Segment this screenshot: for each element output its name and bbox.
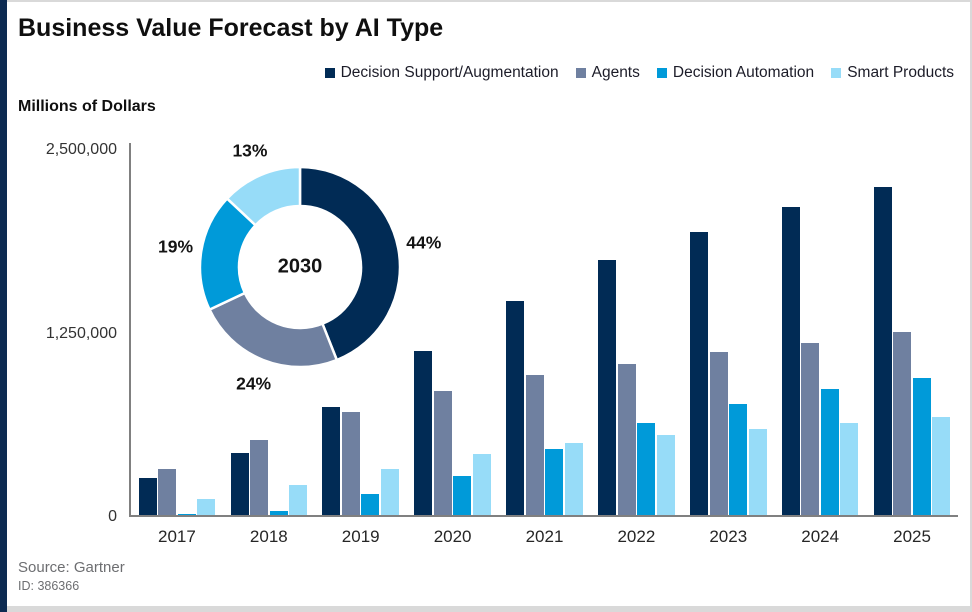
bar-2023-series-2 (709, 352, 728, 515)
bar-2024-series-2 (801, 342, 820, 515)
y-axis-title: Millions of Dollars (18, 98, 156, 115)
bar-2024-series-1 (781, 207, 800, 515)
donut-pct-label-1: 44% (406, 232, 442, 253)
donut-center-label: 2030 (277, 255, 323, 278)
bar-2025-series-1 (873, 186, 892, 515)
bar-2024-series-3 (820, 388, 839, 515)
bar-2018-series-3 (269, 511, 288, 515)
bar-2018-series-2 (250, 440, 269, 515)
y-tick-label: 2,500,000 (45, 141, 117, 158)
bar-2022-series-1 (598, 259, 617, 515)
bar-2021-series-2 (525, 374, 544, 515)
x-tick-label-2019: 2019 (341, 527, 380, 546)
bar-2023-series-3 (729, 404, 748, 515)
donut-pct-label-2: 24% (236, 373, 272, 394)
legend-label: Smart Products (847, 64, 954, 81)
x-tick-label-2017: 2017 (158, 527, 196, 546)
x-tick-label-2018: 2018 (249, 527, 288, 546)
x-tick-label-2023: 2023 (709, 527, 748, 546)
legend-item-3: Decision Automation (656, 64, 815, 82)
bar-2019-series-2 (341, 412, 360, 515)
chart-title: Business Value Forecast by AI Type (18, 14, 444, 42)
top-border (0, 0, 972, 2)
legend-swatch-icon (324, 68, 335, 78)
document-id-text: ID: 386366 (18, 579, 80, 593)
bar-2019-series-4 (380, 468, 399, 515)
bar-2024-series-4 (840, 423, 859, 515)
bar-2020-series-4 (472, 454, 491, 515)
legend-swatch-icon (656, 68, 667, 78)
bar-2021-series-4 (564, 443, 583, 515)
source-text: Source: Gartner (18, 559, 125, 576)
legend-label: Agents (591, 64, 640, 81)
left-accent-bar (0, 0, 7, 612)
donut-slice-1 (298, 165, 402, 362)
x-tick-label-2024: 2024 (801, 527, 840, 546)
legend-item-4: Smart Products (831, 64, 954, 82)
donut-slice-4 (225, 165, 302, 228)
bar-2020-series-2 (433, 390, 452, 515)
right-border (970, 0, 972, 612)
bar-2022-series-2 (617, 363, 636, 515)
bar-2017-series-1 (138, 478, 157, 515)
donut-pct-label-4: 13% (232, 140, 268, 161)
bar-2022-series-4 (656, 435, 675, 515)
donut-chart (198, 165, 402, 369)
legend-swatch-icon (575, 68, 586, 78)
donut-slice-2 (207, 291, 339, 369)
bar-2025-series-2 (893, 332, 912, 515)
legend: Decision Support/Augmentation Agents Decis… (0, 64, 960, 82)
y-tick-label: 0 (108, 508, 117, 525)
bar-2019-series-3 (361, 494, 380, 515)
legend-swatch-icon (831, 68, 842, 78)
bar-2025-series-3 (912, 377, 931, 515)
legend-label: Decision Automation (672, 64, 815, 81)
bottom-strip (0, 606, 972, 612)
legend-item-2: Agents (575, 64, 640, 82)
bar-2025-series-4 (932, 417, 951, 515)
x-tick-label-2020: 2020 (433, 527, 472, 546)
bar-2018-series-4 (289, 484, 308, 515)
donut-pct-label-3: 19% (158, 236, 194, 257)
x-tick-label-2022: 2022 (617, 527, 656, 546)
legend-item-1: Decision Support/Augmentation (324, 64, 559, 82)
bar-2019-series-1 (322, 407, 341, 515)
bar-2020-series-1 (414, 350, 433, 515)
x-tick-label-2025: 2025 (893, 527, 931, 546)
bar-2021-series-1 (506, 300, 525, 515)
y-tick-label: 1,250,000 (45, 324, 117, 342)
legend-label: Decision Support/Augmentation (340, 64, 559, 81)
plot-area (129, 143, 958, 517)
bar-2017-series-3 (177, 514, 196, 515)
bar-2023-series-1 (690, 231, 709, 515)
bar-2021-series-3 (545, 448, 564, 515)
x-tick-label-2021: 2021 (525, 527, 564, 546)
bar-2020-series-3 (453, 476, 472, 515)
bar-2023-series-4 (748, 429, 767, 515)
bar-2017-series-4 (197, 498, 216, 515)
bar-2018-series-1 (230, 453, 249, 515)
bar-2017-series-2 (158, 468, 177, 515)
bar-2022-series-3 (637, 423, 656, 515)
